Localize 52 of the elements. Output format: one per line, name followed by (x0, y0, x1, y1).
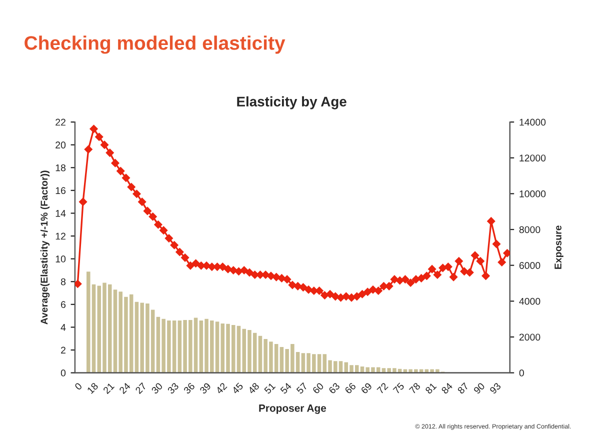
x-tick-label: 39 (199, 382, 212, 394)
y-tick-label: 22 (56, 118, 66, 126)
y-axis-title: Average(Elasticity +/-1% (Factor)) (40, 170, 50, 324)
y2-tick-label: 10000 (520, 190, 546, 198)
y2-tick-label: 4000 (519, 298, 540, 305)
y-tick-label: 0 (60, 370, 66, 376)
x-tick-label: 72 (376, 382, 388, 394)
x-tick-label: 42 (215, 382, 228, 394)
y-tick-label: 2 (61, 346, 66, 354)
y2-tick-label: 14000 (520, 118, 546, 126)
y2-tick-label: 2000 (519, 334, 540, 341)
x-tick-label: 78 (408, 382, 421, 394)
x-tick-label: 48 (248, 382, 260, 394)
x-tick-label: 36 (183, 382, 196, 394)
y2-tick-label: 8000 (519, 226, 540, 234)
x-tick-label: 69 (360, 382, 372, 394)
y2-tick-label: 6000 (519, 262, 540, 269)
x-tick-label: 51 (264, 382, 276, 394)
x-tick-label: 63 (328, 382, 340, 394)
x-tick-label: 90 (473, 382, 486, 394)
x-tick-label: 60 (312, 382, 324, 394)
x-tick-label: 27 (134, 382, 147, 394)
y-tick-label: 14 (56, 210, 66, 217)
x-tick-label: 45 (232, 382, 244, 394)
x-tick-label: 75 (392, 382, 405, 394)
x-tick-label: 24 (118, 382, 131, 394)
x-tick-label: 0 (74, 382, 82, 390)
y-tick-label: 6 (61, 301, 66, 308)
chart-title: Checking modeled elasticity (24, 36, 286, 54)
x-tick-label: 66 (344, 382, 356, 394)
x-tick-label: 33 (167, 382, 180, 394)
y-tick-label: 18 (56, 164, 66, 172)
y2-axis-title: Exposure (554, 226, 564, 269)
y2-tick-label: 12000 (520, 154, 546, 162)
x-tick-label: 84 (441, 382, 454, 394)
x-tick-label: 93 (489, 382, 502, 394)
y-tick-label: 12 (56, 232, 66, 240)
y-tick-label: 8 (60, 278, 66, 286)
x-tick-label: 21 (102, 382, 115, 394)
y-tick-label: 4 (60, 324, 66, 331)
x-tick-label: 54 (280, 382, 292, 394)
x-tick-label: 18 (86, 382, 99, 394)
x-tick-label: 57 (296, 382, 308, 394)
y-tick-label: 16 (56, 187, 66, 194)
x-tick-label: 30 (151, 382, 163, 394)
chart-subtitle: Elasticity by Age (237, 96, 346, 110)
y-tick-label: 10 (56, 256, 66, 262)
x-tick-label: 81 (424, 382, 437, 394)
x-tick-label: 87 (457, 382, 469, 394)
y-tick-label: 20 (56, 142, 66, 148)
x-axis-title: Proposer Age (259, 404, 326, 414)
y2-tick-label: 0 (519, 370, 524, 376)
